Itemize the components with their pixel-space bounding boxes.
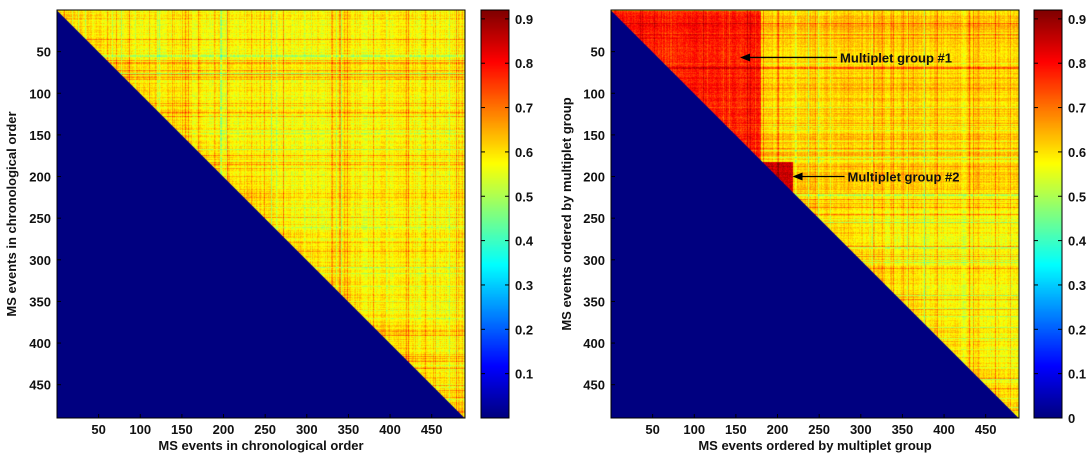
left-x-tick-label: 400 xyxy=(379,422,401,437)
left-colorbar-tick-label: 0.5 xyxy=(515,189,533,204)
left-colorbar-tick-label: 0.9 xyxy=(515,12,533,27)
right-colorbar-tick-label: 0.3 xyxy=(1068,278,1086,293)
left-y-tick-label: 300 xyxy=(29,253,51,268)
right-colorbar-tick-label: 0.1 xyxy=(1068,367,1086,382)
right-x-tick-label: 150 xyxy=(725,422,747,437)
left-x-tick-label: 250 xyxy=(254,422,276,437)
annotation-label: Multiplet group #2 xyxy=(848,170,960,185)
left-colorbar-tick-label: 0.7 xyxy=(515,101,533,116)
right-x-tick-label: 400 xyxy=(933,422,955,437)
left-colorbar-tick-label: 0.3 xyxy=(515,278,533,293)
annotation-label: Multiplet group #1 xyxy=(840,50,952,65)
left-colorbar: 0.1 0.2 0.3 0.4 0.5 0.6 0.7 0.8 0.9 xyxy=(480,9,534,419)
left-colorbar-tick-label: 0.1 xyxy=(515,367,533,382)
left-colorbar-tick-label: 0.8 xyxy=(515,56,533,71)
right-x-tick-label: 100 xyxy=(683,422,705,437)
annotation-arrowhead xyxy=(740,53,751,62)
left-x-tick-label: 450 xyxy=(421,422,443,437)
left-y-tick-label: 350 xyxy=(29,294,51,309)
right-x-ticks: 50 100 150 200 250 300 350 400 450 xyxy=(645,414,997,437)
left-colorbar-gradient xyxy=(481,10,509,418)
right-y-ticks: 50 100 150 200 250 300 350 400 450 xyxy=(583,45,615,393)
right-plot-frame xyxy=(610,9,1020,419)
left-x-axis-label: MS events in chronological order xyxy=(158,438,363,453)
right-x-axis-label: MS events ordered by multiplet group xyxy=(698,438,931,453)
right-x-tick-label: 250 xyxy=(808,422,830,437)
right-y-tick-label: 350 xyxy=(583,294,605,309)
left-y-axis-label: MS events in chronological order xyxy=(4,111,19,316)
left-y-tick-label: 100 xyxy=(29,86,51,101)
left-panel: 50 100 150 200 250 300 350 400 450 50 100 150 200 25… xyxy=(4,9,534,453)
left-x-tick-label: 350 xyxy=(338,422,360,437)
left-plot-frame xyxy=(56,9,466,419)
left-colorbar-tick-label: 0.2 xyxy=(515,322,533,337)
left-x-ticks: 50 100 150 200 250 300 350 400 450 xyxy=(91,414,443,437)
right-y-tick-label: 100 xyxy=(583,86,605,101)
right-x-tick-label: 200 xyxy=(767,422,789,437)
left-y-tick-label: 400 xyxy=(29,336,51,351)
right-colorbar-gradient xyxy=(1034,10,1062,418)
left-y-tick-label: 200 xyxy=(29,170,51,185)
left-y-tick-label: 50 xyxy=(37,45,51,60)
right-colorbar-tick-label: 0 xyxy=(1068,411,1075,426)
left-y-tick-label: 450 xyxy=(29,378,51,393)
left-y-ticks: 50 100 150 200 250 300 350 400 450 xyxy=(29,45,61,393)
right-colorbar-tick-label: 0.5 xyxy=(1068,189,1086,204)
left-x-tick-label: 150 xyxy=(171,422,193,437)
right-colorbar-frame xyxy=(1033,9,1063,419)
left-x-tick-label: 200 xyxy=(213,422,235,437)
right-colorbar-ticks: 0 0.1 0.2 0.3 0.4 0.5 0.6 0.7 0.8 0.9 xyxy=(1034,12,1087,426)
left-colorbar-ticks: 0.1 0.2 0.3 0.4 0.5 0.6 0.7 0.8 0.9 xyxy=(481,12,534,382)
right-y-tick-label: 200 xyxy=(583,170,605,185)
right-y-tick-label: 50 xyxy=(591,45,605,60)
right-y-axis-label: MS events ordered by multiplet group xyxy=(559,97,574,330)
right-y-tick-label: 400 xyxy=(583,336,605,351)
right-colorbar-tick-label: 0.7 xyxy=(1068,101,1086,116)
left-colorbar-frame xyxy=(480,9,510,419)
left-y-tick-label: 150 xyxy=(29,128,51,143)
left-x-tick-label: 50 xyxy=(91,422,105,437)
right-y-tick-label: 300 xyxy=(583,253,605,268)
right-y-tick-label: 450 xyxy=(583,378,605,393)
left-y-tick-label: 250 xyxy=(29,211,51,226)
right-colorbar-tick-label: 0.9 xyxy=(1068,12,1086,27)
right-panel: 50 100 150 200 250 300 350 400 450 50 100 150 200 25… xyxy=(559,9,1087,453)
right-heatmap-image xyxy=(611,10,1019,418)
right-x-tick-label: 300 xyxy=(850,422,872,437)
right-colorbar-tick-label: 0.2 xyxy=(1068,322,1086,337)
left-x-tick-label: 100 xyxy=(129,422,151,437)
right-x-tick-label: 450 xyxy=(975,422,997,437)
left-heatmap xyxy=(56,9,466,419)
right-heatmap xyxy=(610,9,1020,419)
right-colorbar-tick-label: 0.6 xyxy=(1068,145,1086,160)
right-x-tick-label: 350 xyxy=(892,422,914,437)
right-y-tick-label: 150 xyxy=(583,128,605,143)
right-colorbar: 0 0.1 0.2 0.3 0.4 0.5 0.6 0.7 0.8 0.9 xyxy=(1033,9,1087,426)
right-colorbar-tick-label: 0.8 xyxy=(1068,56,1086,71)
left-colorbar-tick-label: 0.4 xyxy=(515,234,534,249)
right-y-tick-label: 250 xyxy=(583,211,605,226)
right-x-tick-label: 50 xyxy=(645,422,659,437)
annotation-arrowhead xyxy=(792,172,803,181)
left-heatmap-image xyxy=(57,10,465,418)
right-annotations: Multiplet group #1 Multiplet group #2 xyxy=(740,50,960,185)
left-colorbar-tick-label: 0.6 xyxy=(515,145,533,160)
left-x-tick-label: 300 xyxy=(296,422,318,437)
right-colorbar-tick-label: 0.4 xyxy=(1068,234,1087,249)
